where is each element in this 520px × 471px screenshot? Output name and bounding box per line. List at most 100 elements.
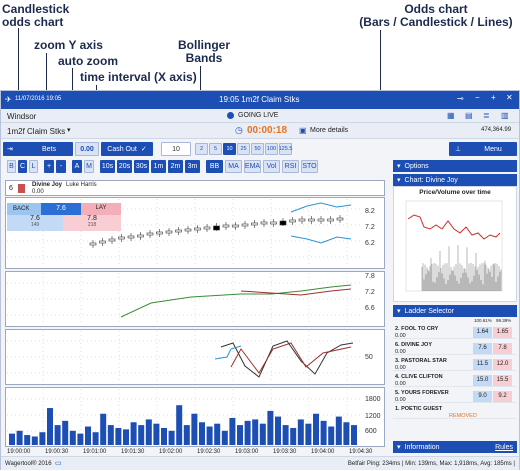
- minimize-icon[interactable]: −: [475, 93, 480, 102]
- zoom-button[interactable]: -: [56, 160, 66, 173]
- stake-button[interactable]: 125.5: [279, 143, 292, 155]
- lay-price[interactable]: 7.8: [493, 343, 512, 354]
- interval-button[interactable]: 3m: [185, 160, 200, 173]
- runner-pl: 0.00: [395, 333, 406, 339]
- chart-header[interactable]: ▾ Chart: Divine Joy: [393, 174, 517, 186]
- indicator-button[interactable]: BB: [206, 160, 223, 173]
- clock-icon: ◷: [235, 125, 243, 135]
- interval-button[interactable]: 30s: [134, 160, 149, 173]
- chevron-down-icon: ▾: [397, 308, 401, 315]
- more-details-link[interactable]: More details: [310, 127, 349, 134]
- back-price[interactable]: 7.6: [473, 343, 492, 354]
- stake-button[interactable]: 10: [223, 143, 236, 155]
- lay-price-cell[interactable]: 7.8 218: [63, 215, 121, 231]
- back-price[interactable]: 11.5: [473, 359, 492, 370]
- footer-icon[interactable]: ▭: [55, 460, 62, 467]
- runner-name: 3. PASTORAL STAR: [395, 358, 447, 364]
- lay-header[interactable]: LAY: [81, 203, 121, 215]
- stake-button[interactable]: 50: [251, 143, 264, 155]
- stake-input[interactable]: 10: [161, 142, 191, 156]
- volume-bar: [100, 413, 107, 445]
- indicator-button[interactable]: EMA: [244, 160, 261, 173]
- lay-price[interactable]: 9.2: [493, 391, 512, 402]
- volume-bar: [320, 420, 327, 445]
- runner-pl: 0.00: [395, 365, 406, 371]
- chevron-down-icon[interactable]: ▾: [67, 127, 71, 134]
- stake-button[interactable]: 5: [209, 143, 222, 155]
- cash-out-button[interactable]: Cash Out ✓: [101, 142, 153, 156]
- back-price: 7.6: [30, 215, 40, 222]
- bollinger-lower: [290, 235, 352, 244]
- app-window: ✈ 11/07/2016 19:05 19:05 1m2f Claim Stks…: [0, 90, 520, 470]
- indicator-button[interactable]: RSI: [282, 160, 299, 173]
- runner-bar: 6 Divine Joy Luke Harris 0.00: [5, 180, 385, 196]
- rules-link[interactable]: Rules: [495, 443, 513, 451]
- back-price[interactable]: 9.0: [473, 391, 492, 402]
- table-icon[interactable]: ▥: [501, 111, 509, 120]
- back-price-cell[interactable]: 7.6 149: [7, 215, 63, 231]
- indicator-button[interactable]: Vol: [263, 160, 280, 173]
- options-header[interactable]: ▾ Options: [393, 160, 517, 172]
- title-bar: ✈ 11/07/2016 19:05 19:05 1m2f Claim Stks…: [1, 91, 519, 109]
- stake-button[interactable]: 2: [195, 143, 208, 155]
- runner-name: 1. POETIC GUEST: [395, 406, 443, 412]
- ladder-row[interactable]: 1. POETIC GUEST REMOVED: [393, 405, 517, 419]
- pin-icon[interactable]: ⊸: [457, 94, 464, 103]
- xtick: 19:02:00: [159, 449, 183, 455]
- back-top-price[interactable]: 7.6: [41, 203, 81, 215]
- auto-zoom-button[interactable]: A: [72, 160, 82, 173]
- callout-bollinger: Bollinger Bands: [177, 38, 230, 65]
- volume-bar: [259, 423, 266, 445]
- lay-price[interactable]: 12.0: [493, 359, 512, 370]
- information-header[interactable]: ▾ Information Rules: [393, 441, 517, 453]
- runner-jockey: Luke Harris: [66, 182, 97, 188]
- menu-button[interactable]: ⊥ Menu: [449, 142, 517, 156]
- chart-type-button[interactable]: B: [7, 160, 16, 173]
- volume-bar: [47, 408, 53, 445]
- rsi-line: [220, 340, 354, 378]
- back-price[interactable]: 15.0: [473, 375, 492, 386]
- zoom-button[interactable]: +: [44, 160, 54, 173]
- lay-size: 218: [87, 222, 97, 228]
- book-pct-lay: 99.39%: [496, 318, 512, 323]
- interval-button[interactable]: 10s: [100, 160, 115, 173]
- info-icon[interactable]: ▣: [299, 126, 307, 135]
- indicator-button[interactable]: STO: [301, 160, 318, 173]
- volume-bar: [85, 426, 91, 445]
- list-icon[interactable]: ≣: [483, 111, 490, 120]
- ladder-row[interactable]: 5. YOURS FOREVER 0.00 9.0 9.2: [393, 389, 517, 403]
- back-header[interactable]: BACK: [7, 203, 41, 215]
- ladder-row[interactable]: 2. FOOL TO CRY 0.00 1.64 1.65: [393, 325, 517, 339]
- interval-button[interactable]: 1m: [151, 160, 166, 173]
- ladder-selector-header[interactable]: ▾ Ladder Selector: [393, 305, 517, 317]
- lay-price[interactable]: 15.5: [493, 375, 512, 386]
- volume-bar: [290, 427, 297, 445]
- ladder-row[interactable]: 3. PASTORAL STAR 0.00 11.5 12.0: [393, 357, 517, 371]
- interval-button[interactable]: 20s: [117, 160, 132, 173]
- stake-button[interactable]: 100: [265, 143, 278, 155]
- lay-price[interactable]: 1.65: [493, 327, 512, 338]
- ytick: 7.2: [365, 289, 375, 296]
- add-icon[interactable]: +: [491, 93, 496, 102]
- chart-type-button[interactable]: C: [18, 160, 27, 173]
- chart-type-button[interactable]: L: [29, 160, 38, 173]
- interval-button[interactable]: 2m: [168, 160, 183, 173]
- volume-bar: [297, 419, 304, 445]
- layout-icon[interactable]: ▦: [447, 111, 455, 120]
- auto-zoom-button[interactable]: M: [84, 160, 94, 173]
- grid-icon[interactable]: ▤: [465, 111, 473, 120]
- volume-bar: [69, 430, 76, 445]
- indicator-button[interactable]: MA: [225, 160, 242, 173]
- market-name[interactable]: 1m2f Claim Stks: [7, 127, 66, 136]
- ladder-row[interactable]: 6. DIVINE JOY 0.00 7.6 7.8: [393, 341, 517, 355]
- ladder-row[interactable]: 4. CLIVE CLIFTON 0.00 15.0 15.5: [393, 373, 517, 387]
- back-price[interactable]: 1.64: [473, 327, 492, 338]
- bets-button[interactable]: ⇥ Bets: [3, 142, 73, 156]
- matched-total: 474,364.99: [481, 127, 512, 133]
- runner-name: 6. DIVINE JOY: [395, 342, 432, 348]
- check-icon: ✓: [140, 146, 147, 153]
- stake-button[interactable]: 25: [237, 143, 250, 155]
- close-icon[interactable]: ✕: [506, 93, 513, 102]
- xtick: 19:04:30: [349, 449, 373, 455]
- ma-line: [120, 284, 352, 318]
